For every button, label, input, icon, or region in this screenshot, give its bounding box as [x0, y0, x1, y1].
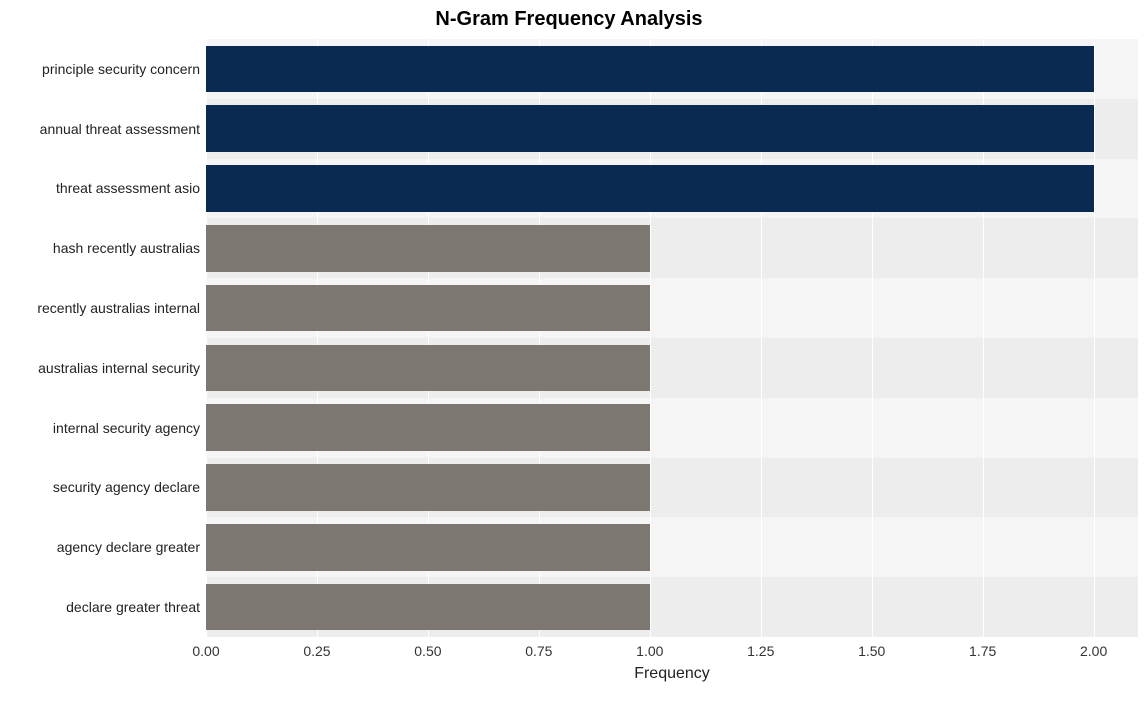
x-axis-title: Frequency [206, 665, 1138, 683]
bar-slot [206, 278, 1138, 338]
bar [206, 464, 650, 511]
y-axis-category-label: internal security agency [0, 398, 206, 458]
x-tick-label: 2.00 [1080, 643, 1107, 659]
bar [206, 105, 1094, 152]
x-axis: 0.00 0.25 0.50 0.75 1.00 1.25 1.50 1.75 2.00 Fre… [0, 643, 1138, 683]
x-tick-label: 1.50 [858, 643, 885, 659]
bar [206, 225, 650, 272]
bar-slot [206, 218, 1138, 278]
bar [206, 46, 1094, 93]
y-axis-category-label: recently australias internal [0, 278, 206, 338]
y-axis-category-label: threat assessment asio [0, 159, 206, 219]
bars-container [206, 39, 1138, 637]
x-tick-label: 1.75 [969, 643, 996, 659]
x-tick-label: 0.00 [192, 643, 219, 659]
x-tick-label: 1.00 [636, 643, 663, 659]
bar [206, 345, 650, 392]
bar-slot [206, 99, 1138, 159]
plot-area: principle security concernannual threat … [0, 39, 1138, 637]
bar-slot [206, 159, 1138, 219]
bar-slot [206, 577, 1138, 637]
bar [206, 584, 650, 631]
y-axis-category-label: annual threat assessment [0, 99, 206, 159]
bar-slot [206, 398, 1138, 458]
ngram-frequency-chart: N-Gram Frequency Analysis principle secu… [0, 0, 1148, 701]
bar [206, 285, 650, 332]
y-axis-category-label: australias internal security [0, 338, 206, 398]
y-axis-labels: principle security concernannual threat … [0, 39, 206, 637]
bar-slot [206, 458, 1138, 518]
y-axis-category-label: declare greater threat [0, 577, 206, 637]
chart-title: N-Gram Frequency Analysis [0, 8, 1138, 31]
x-tick-labels: 0.000.250.500.751.001.251.501.752.00 [206, 643, 1138, 663]
bar [206, 524, 650, 571]
x-tick-label: 0.25 [303, 643, 330, 659]
y-axis-category-label: principle security concern [0, 39, 206, 99]
x-tick-label: 0.50 [414, 643, 441, 659]
y-axis-category-label: hash recently australias [0, 218, 206, 278]
bar-slot [206, 517, 1138, 577]
x-tick-label: 0.75 [525, 643, 552, 659]
y-axis-category-label: security agency declare [0, 458, 206, 518]
x-tick-label: 1.25 [747, 643, 774, 659]
bar-slot [206, 338, 1138, 398]
y-axis-category-label: agency declare greater [0, 517, 206, 577]
bar [206, 404, 650, 451]
bars-region [206, 39, 1138, 637]
bar-slot [206, 39, 1138, 99]
bar [206, 165, 1094, 212]
